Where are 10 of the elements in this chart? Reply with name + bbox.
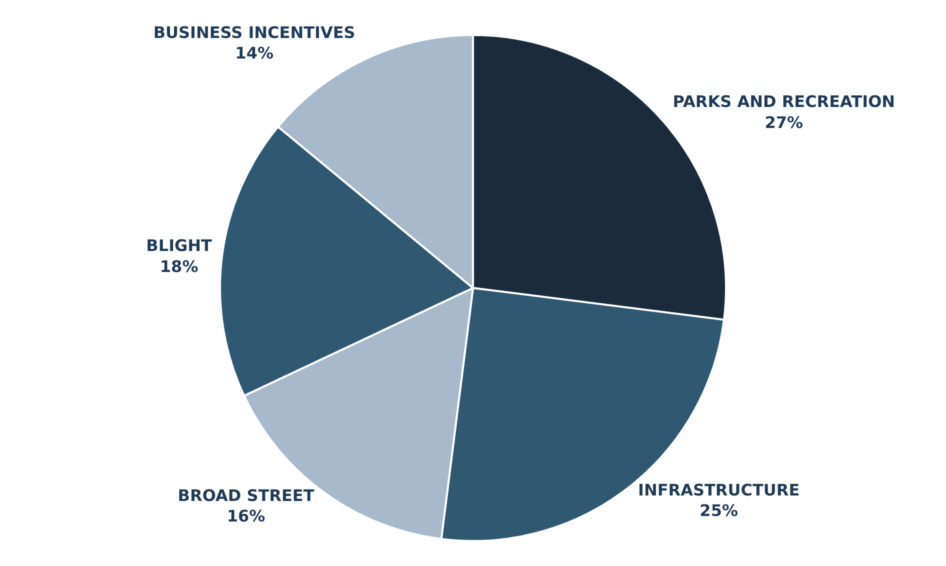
slice-label: BUSINESS INCENTIVES bbox=[153, 22, 356, 42]
slice-label: PARKS AND RECREATION bbox=[672, 92, 896, 112]
data-label: 16% bbox=[226, 506, 266, 526]
data-label: 18% bbox=[160, 256, 198, 276]
slice-label: INFRASTRUCTURE bbox=[638, 480, 800, 500]
slice-label: BROAD STREET bbox=[178, 486, 314, 505]
slice-label: BLIGHT bbox=[146, 236, 212, 256]
data-label: 25% bbox=[700, 501, 738, 520]
data-label: 27% bbox=[764, 112, 804, 132]
data-label: 14% bbox=[235, 44, 274, 63]
